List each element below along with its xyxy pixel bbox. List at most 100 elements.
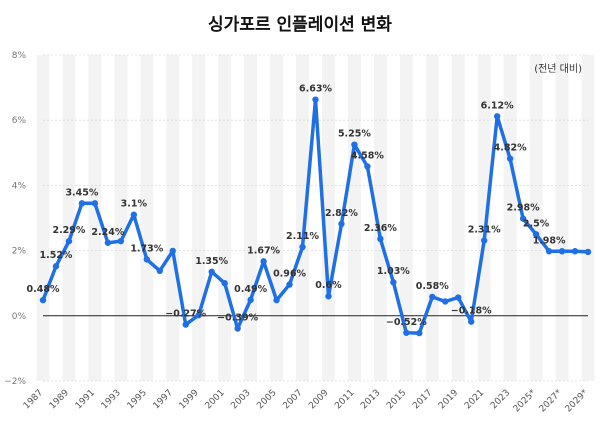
- data-label-2002: −0.39%: [217, 313, 258, 324]
- data-label-2023: 4.82%: [494, 143, 527, 154]
- data-point-1996: [156, 267, 163, 275]
- x-tick-label: 2017: [411, 388, 434, 411]
- data-point-2008: [312, 96, 319, 103]
- band-2007: [296, 55, 310, 381]
- data-point-1988: [52, 263, 60, 270]
- data-label-1994: 3.1%: [121, 199, 148, 210]
- data-point-2001: [221, 280, 228, 287]
- data-point-2029: [584, 248, 592, 256]
- data-label-2007: 2.11%: [286, 231, 319, 242]
- x-tick-label: 2003: [229, 388, 252, 411]
- band-1997: [166, 55, 180, 381]
- x-tick-label: 1993: [100, 388, 123, 411]
- data-point-1993: [117, 237, 125, 245]
- band-2029: [581, 55, 595, 381]
- data-labels: 0.48% 1.52% 2.29% 3.45% 2.24% 3.1% 1.73% −0.27%…: [27, 84, 567, 328]
- data-label-2012: 4.58%: [351, 150, 384, 161]
- data-point-2005: [273, 296, 280, 304]
- data-point-1999: [195, 311, 202, 319]
- y-tick-label: 2%: [12, 247, 27, 257]
- data-point-2012: [364, 163, 371, 170]
- band-2017: [425, 55, 439, 381]
- band-2023: [503, 55, 517, 381]
- band-2025: [529, 55, 543, 381]
- x-tick-label: 1987: [22, 388, 45, 411]
- data-point-2019: [455, 294, 462, 301]
- band-2011: [347, 55, 361, 381]
- x-tick-label: 1999: [178, 388, 201, 411]
- band-2009: [321, 55, 335, 381]
- x-tick-label: 2007: [281, 388, 304, 411]
- data-label-2024: 2.98%: [507, 203, 540, 214]
- x-tick-label: 2025*: [512, 388, 539, 415]
- data-label-2011: 5.25%: [338, 129, 371, 140]
- data-point-2011: [351, 141, 358, 148]
- band-2005: [270, 55, 284, 381]
- data-point-1997: [169, 247, 176, 255]
- band-1995: [140, 55, 154, 381]
- band-2003: [244, 55, 258, 381]
- data-point-1992: [104, 239, 112, 246]
- data-point-1989: [65, 237, 73, 245]
- x-tick-label: 1991: [74, 388, 97, 411]
- band-1993: [114, 55, 128, 381]
- y-axis-ticks: −2% 0% 2% 4% 6% 8%: [4, 51, 26, 387]
- data-point-2017: [429, 293, 436, 301]
- data-point-2006: [286, 281, 293, 288]
- x-tick-label: 2001: [204, 388, 227, 411]
- data-point-2013: [377, 235, 384, 243]
- x-tick-label: 2015: [385, 388, 408, 411]
- x-tick-label: 2023: [489, 388, 512, 411]
- band-2001: [218, 55, 232, 381]
- data-point-2027: [558, 248, 566, 255]
- data-label-1995: 1.73%: [130, 243, 163, 254]
- data-label-2021: 2.31%: [468, 224, 501, 235]
- data-point-2016: [416, 329, 423, 337]
- data-point-2015: [403, 329, 410, 336]
- data-label-2014: 1.03%: [377, 266, 410, 277]
- data-point-2002: [234, 325, 241, 332]
- band-1991: [88, 55, 102, 381]
- band-2019: [451, 55, 465, 381]
- y-tick-label: 4%: [12, 181, 27, 191]
- x-tick-label: 1995: [126, 388, 149, 411]
- x-tick-label: 2019: [437, 388, 460, 411]
- band-2015: [399, 55, 413, 381]
- x-tick-label: 2021: [463, 388, 486, 411]
- background-bands: [36, 55, 595, 381]
- unit-note: (전년 대비): [534, 63, 582, 75]
- data-point-2003: [247, 296, 254, 304]
- data-label-2013: 2.36%: [364, 223, 397, 234]
- y-tick-label: 6%: [12, 116, 27, 126]
- data-label-2010: 2.82%: [325, 208, 358, 219]
- data-label-1989: 2.29%: [52, 225, 85, 236]
- data-point-2022: [493, 113, 501, 120]
- data-point-2023: [506, 155, 514, 162]
- data-label-2015: −0.52%: [386, 317, 427, 328]
- x-tick-label: 2027*: [538, 388, 565, 415]
- band-1999: [192, 55, 206, 381]
- data-label-2006: 0.96%: [273, 269, 306, 280]
- data-point-2021: [480, 237, 488, 244]
- x-tick-label: 2009: [307, 388, 330, 411]
- data-label-1988: 1.52%: [39, 250, 72, 261]
- data-point-1998: [182, 321, 189, 328]
- x-tick-label: 2029*: [564, 388, 591, 415]
- data-point-1991: [91, 200, 99, 207]
- band-2013: [373, 55, 387, 381]
- data-point-2024: [519, 215, 527, 222]
- data-point-2018: [442, 298, 449, 305]
- band-2021: [477, 55, 491, 381]
- data-label-2003: 0.49%: [234, 284, 267, 295]
- data-label-1987: 0.48%: [27, 284, 60, 295]
- data-point-1990: [78, 200, 86, 207]
- x-tick-label: 2013: [359, 388, 382, 411]
- data-label-1990: 3.45%: [65, 187, 98, 198]
- y-tick-label: −2%: [4, 377, 26, 387]
- data-point-2020: [468, 318, 475, 325]
- data-label-2004: 1.67%: [247, 245, 280, 256]
- data-point-1987: [39, 296, 47, 304]
- data-point-2028: [571, 248, 579, 255]
- x-tick-label: 2011: [333, 388, 356, 411]
